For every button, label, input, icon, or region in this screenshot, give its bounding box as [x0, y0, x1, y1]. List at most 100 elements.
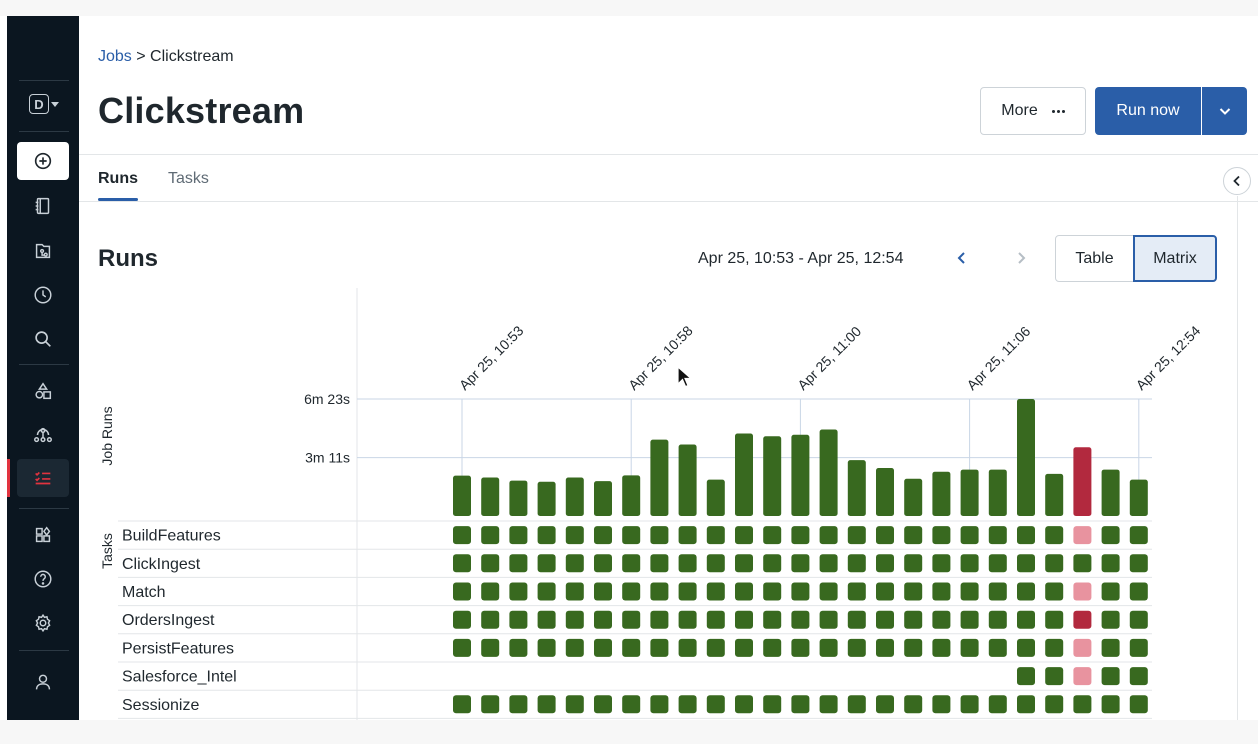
task-status-cell: [763, 526, 782, 545]
run-bar: [1045, 473, 1064, 516]
task-status-cell: [791, 695, 810, 714]
active-tab-indicator: [98, 198, 138, 201]
view-table-button[interactable]: Table: [1055, 235, 1134, 282]
task-status-cell: [622, 638, 641, 657]
sidebar-settings[interactable]: [17, 604, 69, 642]
clusters-icon: [34, 427, 52, 443]
chevron-left-icon: [957, 252, 965, 264]
task-status-cell: [1129, 695, 1148, 714]
task-status-cell: [1101, 582, 1120, 601]
workspace-switcher[interactable]: D: [29, 94, 59, 114]
task-status-cell: [960, 526, 979, 545]
task-status-cell: [1045, 554, 1064, 573]
run-bar: [453, 475, 471, 516]
run-bar: [1129, 479, 1148, 516]
run-options-button[interactable]: [1202, 87, 1247, 135]
task-status-cell: [650, 582, 669, 601]
task-status-cell: [509, 582, 528, 601]
task-status-cell: [763, 610, 782, 629]
task-status-cell: [904, 582, 923, 601]
task-status-cell: [960, 554, 979, 573]
task-status-cell: [960, 638, 979, 657]
task-status-cell: [735, 610, 753, 629]
task-status-cell: [650, 554, 669, 573]
help-icon: [34, 570, 52, 588]
task-status-cell: [1045, 667, 1064, 686]
task-status-cell: [988, 638, 1007, 657]
task-status-cell: [537, 582, 556, 601]
run-bar: [763, 436, 782, 516]
task-status-cell: [1101, 610, 1120, 629]
run-now-button[interactable]: Run now: [1095, 87, 1201, 135]
more-button[interactable]: More: [980, 87, 1086, 135]
task-status-cell: [819, 610, 838, 629]
sidebar-catalog[interactable]: [17, 372, 69, 410]
tab-tasks[interactable]: Tasks: [168, 170, 209, 187]
runs-section-title: Runs: [98, 245, 158, 272]
task-status-cell: [565, 526, 584, 545]
task-status-cell: [904, 638, 923, 657]
repos-icon: [35, 243, 51, 259]
run-bar: [876, 468, 894, 516]
task-status-cell: [1101, 638, 1120, 657]
sidebar-repos[interactable]: [17, 232, 69, 270]
task-status-cell: [1073, 610, 1092, 629]
run-bar: [932, 471, 951, 516]
task-status-cell: [1045, 638, 1064, 657]
run-bar: [565, 477, 584, 516]
sidebar-active-indicator: [7, 459, 10, 497]
sidebar-marketplace[interactable]: [17, 516, 69, 554]
task-status-cell: [763, 695, 782, 714]
previous-page-button[interactable]: [952, 248, 972, 268]
sidebar-search[interactable]: [17, 320, 69, 358]
sidebar-new-button[interactable]: [17, 142, 69, 180]
task-status-cell: [594, 582, 612, 601]
task-status-cell: [847, 526, 866, 545]
task-status-cell: [509, 638, 528, 657]
task-status-cell: [960, 695, 979, 714]
sidebar-recents[interactable]: [17, 276, 69, 314]
task-status-cell: [932, 638, 951, 657]
task-status-cell: [819, 638, 838, 657]
task-status-cell: [537, 610, 556, 629]
app-window: D: [0, 16, 1258, 720]
task-status-cell: [1129, 638, 1148, 657]
sidebar-workspace[interactable]: [17, 187, 69, 225]
breadcrumb-jobs-link[interactable]: Jobs: [98, 48, 132, 65]
task-status-cell: [735, 695, 753, 714]
task-status-cell: [537, 526, 556, 545]
task-status-cell: [453, 526, 471, 545]
task-status-cell: [453, 554, 471, 573]
workspace-icon: D: [29, 94, 49, 114]
task-status-cell: [678, 638, 697, 657]
task-status-cell: [678, 554, 697, 573]
task-status-cell: [509, 610, 528, 629]
view-matrix-button[interactable]: Matrix: [1133, 235, 1217, 282]
task-status-cell: [791, 526, 810, 545]
sidebar-divider: [19, 80, 69, 81]
task-status-cell: [706, 610, 725, 629]
task-status-cell: [594, 695, 612, 714]
run-bar: [1017, 399, 1035, 516]
task-status-cell: [594, 638, 612, 657]
task-status-cell: [932, 582, 951, 601]
task-status-cell: [763, 554, 782, 573]
tab-runs[interactable]: Runs: [98, 170, 138, 187]
mouse-cursor-icon: [677, 366, 693, 388]
next-page-button[interactable]: [1011, 248, 1031, 268]
new-icon: [34, 152, 52, 170]
x-tick-label: Apr 25, 11:06: [963, 323, 1033, 393]
sidebar-workflows-tree[interactable]: [17, 416, 69, 454]
sidebar-user[interactable]: [17, 663, 69, 701]
caret-down-icon: [51, 101, 59, 107]
sidebar-help[interactable]: [17, 560, 69, 598]
task-status-cell: [791, 582, 810, 601]
task-status-cell: [1017, 667, 1035, 686]
task-status-cell: [904, 526, 923, 545]
collapse-panel-button[interactable]: [1223, 167, 1251, 195]
task-status-cell: [988, 695, 1007, 714]
task-name-label: Match: [122, 584, 166, 601]
sidebar-jobs[interactable]: [17, 459, 69, 497]
task-status-cell: [1017, 610, 1035, 629]
